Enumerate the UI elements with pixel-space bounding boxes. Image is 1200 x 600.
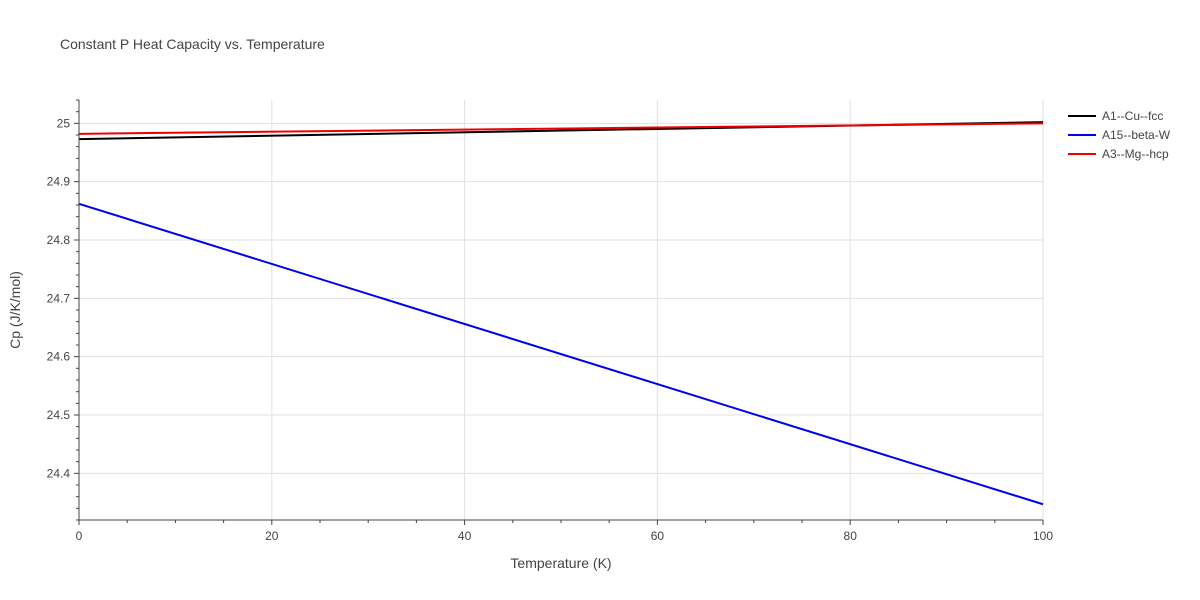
axes: 0 20 40 60 80 100 24.4 24.5 24.6 24.7 24.8 24.9 25 [47, 99, 1053, 543]
series-line[interactable] [78, 202, 1044, 506]
x-tick-label: 0 [76, 529, 83, 543]
legend-swatch [1068, 152, 1096, 155]
y-tick-label: 24.6 [47, 350, 71, 364]
x-tick-label: 60 [651, 529, 665, 543]
chart-title: Constant P Heat Capacity vs. Temperature [60, 36, 325, 52]
legend-item[interactable]: A1--Cu--fcc [1068, 106, 1170, 125]
series-line[interactable] [78, 122, 1044, 135]
y-tick-label: 24.4 [47, 466, 71, 480]
legend-label: A15--beta-W [1102, 127, 1171, 142]
x-tick-label: 40 [458, 529, 472, 543]
legend: A1--Cu--fcc A15--beta-W A3--Mg--hcp [1068, 106, 1170, 163]
y-tick-label: 25 [57, 116, 71, 130]
y-tick-label: 24.7 [47, 291, 71, 305]
y-tick-label: 24.5 [47, 408, 71, 422]
legend-label: A3--Mg--hcp [1102, 146, 1169, 161]
legend-item[interactable]: A15--beta-W [1068, 125, 1170, 144]
legend-swatch [1068, 114, 1096, 117]
x-tick-label: 80 [844, 529, 858, 543]
y-axis-title: Cp (J/K/mol) [7, 271, 23, 349]
x-tick-label: 20 [265, 529, 279, 543]
x-tick-label: 100 [1033, 529, 1053, 543]
series-layer [78, 121, 1044, 506]
legend-swatch [1068, 133, 1096, 136]
legend-label: A1--Cu--fcc [1102, 108, 1164, 123]
legend-item[interactable]: A3--Mg--hcp [1068, 144, 1170, 163]
y-tick-label: 24.8 [47, 233, 71, 247]
x-axis-title: Temperature (K) [510, 555, 611, 571]
grid [79, 100, 1044, 520]
y-tick-label: 24.9 [47, 175, 71, 189]
